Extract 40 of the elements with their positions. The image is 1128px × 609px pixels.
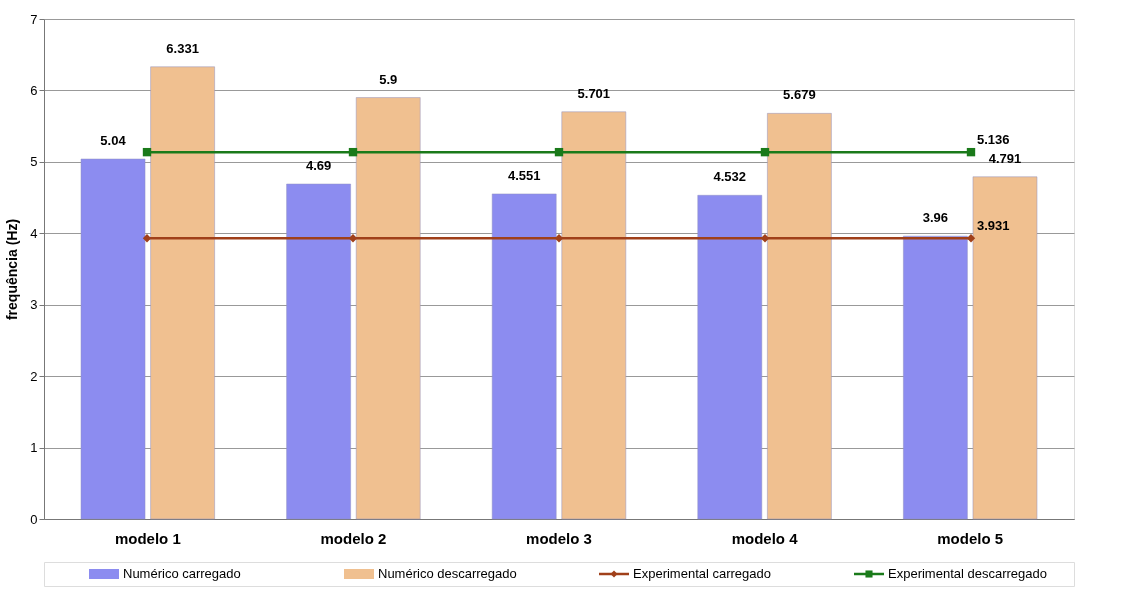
bar (561, 111, 627, 520)
bar (355, 97, 421, 520)
data-label: 4.69 (305, 158, 332, 173)
data-label: 3.931 (977, 218, 1010, 234)
data-label: 4.551 (507, 167, 541, 183)
bar (286, 183, 351, 520)
data-label: 4.532 (713, 169, 747, 185)
y-tick-label: 2 (30, 368, 38, 384)
y-tick-label: 1 (30, 440, 38, 456)
x-tick-label: modelo 3 (526, 529, 592, 547)
legend-label: Experimental carregado (633, 566, 772, 581)
x-tick-label: modelo 5 (937, 529, 1004, 547)
data-label: 4.791 (988, 150, 1022, 166)
legend-label: Numérico carregado (123, 566, 241, 581)
x-tick-label: modelo 2 (320, 529, 387, 547)
x-tick-label: modelo 4 (731, 529, 799, 547)
data-label: 5.04 (100, 133, 127, 148)
legend-label: Experimental descarregado (888, 566, 1047, 581)
bar (491, 193, 557, 520)
bar (903, 235, 968, 520)
bar (972, 176, 1038, 520)
y-axis-title: frequência (Hz) (4, 218, 21, 321)
legend-label: Numérico descarregado (378, 566, 517, 581)
data-label: 5.136 (977, 132, 1010, 148)
y-tick-label: 6 (30, 82, 38, 98)
y-tick-label: 7 (30, 11, 38, 27)
bar (80, 158, 146, 520)
bar (767, 113, 832, 520)
y-tick-label: 0 (30, 511, 38, 527)
bar (150, 66, 215, 520)
data-label: 5.679 (783, 87, 816, 103)
y-tick-label: 5 (30, 154, 38, 170)
y-tick-label: 3 (30, 297, 38, 313)
bar (697, 195, 763, 520)
data-label: 3.96 (922, 210, 949, 226)
data-label: 5.701 (577, 85, 611, 101)
data-label: 6.331 (166, 40, 199, 56)
data-label: 5.9 (379, 71, 398, 87)
y-tick-label: 4 (30, 225, 38, 241)
x-tick-label: modelo 1 (114, 529, 181, 547)
